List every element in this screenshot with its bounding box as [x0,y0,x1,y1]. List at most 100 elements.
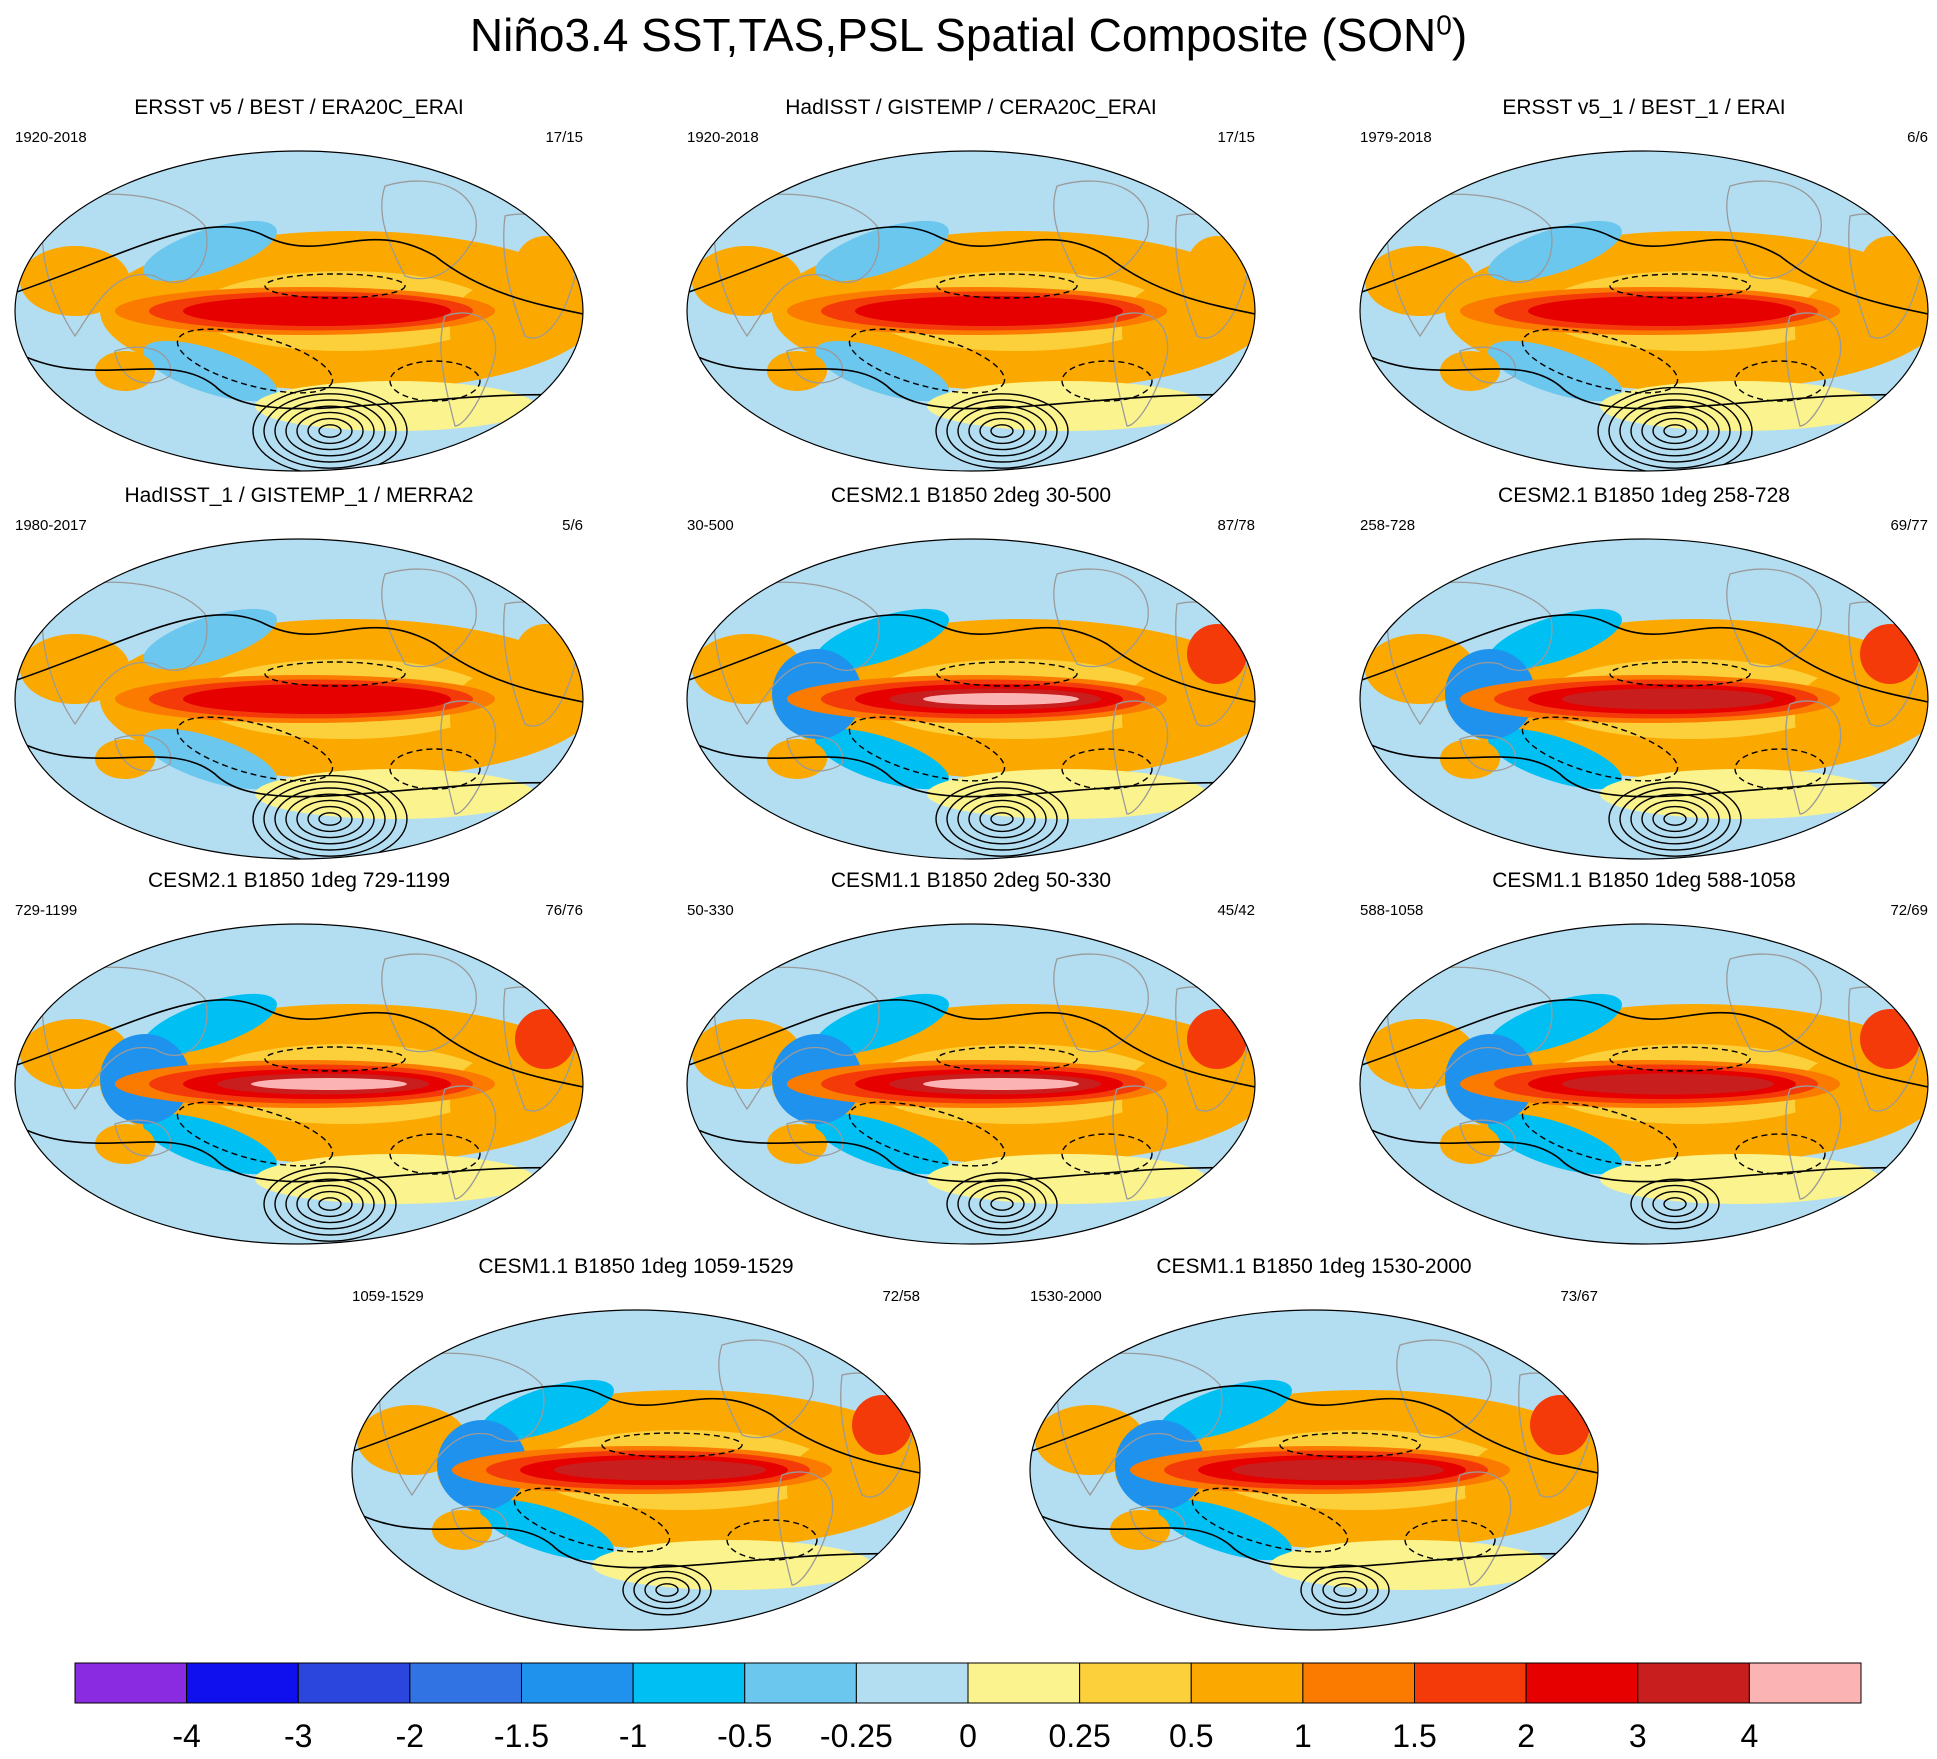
psl-contour [1360,614,1928,705]
anomaly-contour [692,246,802,316]
psl-negative-contour [1061,1133,1153,1175]
anomaly-contour [554,1459,766,1481]
map-field [687,539,1255,859]
psl-contour [15,999,583,1090]
coastline [1112,700,1169,815]
psl-low-ring [990,424,1014,438]
map-plot [351,1309,921,1631]
colorbar-tick-label: 1.5 [1392,1718,1436,1754]
panel-years: 1530-2000 [1030,1288,1102,1305]
anomaly-contour [95,739,155,779]
map-field [1030,1310,1598,1630]
psl-low-ring [622,1564,712,1616]
psl-negative-contour [1061,360,1153,402]
map-plot [14,538,584,860]
psl-negative-contour [936,661,1078,687]
psl-negative-contour [176,716,334,782]
colorbar-swatch [967,1662,1081,1704]
anomaly-contour [1187,236,1247,296]
anomaly-contour [923,1078,1079,1090]
psl-negative-contour [264,661,406,687]
psl-negative-contour [1609,1046,1751,1072]
anomaly-contour [515,236,575,296]
coastline [713,966,880,1111]
psl-low-ring [1652,805,1698,833]
panel-title: CESM2.1 B1850 1deg 729-1199 [148,869,450,892]
psl-low-ring [1641,411,1709,451]
map-panel: CESM1.1 B1850 2deg 50-330 50-330 45/42 [677,869,1265,1249]
colorbar-swatch [1190,1662,1304,1704]
psl-negative-contour [601,1432,743,1458]
coastline [786,1119,844,1157]
anomaly-contour [515,624,575,684]
anomaly-contour [852,1395,912,1455]
psl-low-ring [990,812,1014,826]
coastline [1386,581,1553,726]
panel-years: 1920-2018 [687,129,759,146]
anomaly-contour [143,220,277,282]
psl-low-ring [296,1184,364,1224]
anomaly-contour [1600,1154,1880,1204]
map-field [687,151,1255,471]
psl-low-ring [633,1570,701,1610]
anomaly-contour [1440,1124,1500,1164]
colorbar-tick-label: -0.25 [820,1718,893,1754]
panel-event-count: 73/67 [1560,1288,1598,1305]
psl-low-ring [1641,1184,1709,1224]
anomaly-contour [815,728,949,790]
anomaly-contour [1488,340,1622,402]
psl-contour [1360,226,1928,317]
colorbar-tick-label: 4 [1740,1718,1758,1754]
psl-negative-contour [389,360,481,402]
psl-negative-contour [848,716,1006,782]
psl-low-ring [1300,1564,1390,1616]
anomaly-contour [1187,1009,1247,1069]
anomaly-contour [1110,1510,1170,1550]
colorbar-tick-label: -1 [619,1718,647,1754]
psl-negative-contour [513,1487,671,1553]
psl-low-ring [263,393,397,469]
panel-event-count: 72/69 [1890,902,1928,919]
psl-low-ring [296,799,364,839]
map-panel: ERSST v5_1 / BEST_1 / ERAI 1979-2018 6/6 [1350,96,1937,476]
colorbar-tick-label: 1 [1294,1718,1312,1754]
psl-low-ring [1322,1576,1368,1604]
coastline [1129,1505,1187,1543]
figure-title-close: ) [1451,9,1468,61]
anomaly-contour [1860,236,1920,296]
psl-low-ring [990,1197,1014,1211]
psl-low-ring [957,793,1047,845]
coastline [440,1085,497,1200]
panel-event-count: 45/42 [1217,902,1255,919]
psl-low-ring [968,799,1036,839]
map-panel: ERSST v5 / BEST / ERA20C_ERAI 1920-2018 17… [5,96,593,476]
coastline [1459,346,1517,384]
anomaly-contour [815,1113,949,1175]
colorbar-swatch [1302,1662,1415,1704]
map-plot [686,150,1256,472]
psl-low-ring [1630,1178,1720,1230]
psl-low-ring [285,1178,375,1230]
map-border [1359,150,1929,472]
anomaly-contour [432,1510,492,1550]
map-border [1029,1309,1599,1631]
anomaly-contour [20,246,130,316]
coastline [1726,180,1822,280]
psl-low-ring [1652,1190,1698,1218]
psl-low-ring [957,1178,1047,1230]
map-panel: CESM1.1 B1850 1deg 1059-1529 1059-1529 72/… [342,1255,930,1635]
colorbar-swatch [74,1662,188,1704]
map-panel: CESM2.1 B1850 1deg 729-1199 729-1199 76/76 [5,869,593,1249]
anomaly-contour [183,296,451,326]
coastline [1112,312,1169,427]
coastline [1056,1352,1223,1497]
map-border [351,1309,921,1631]
anomaly-contour [1270,1540,1550,1590]
anomaly-contour [855,296,1123,326]
anomaly-contour [1860,1009,1920,1069]
map-field [15,539,583,859]
colorbar-swatch [297,1662,411,1704]
psl-low-ring [1619,399,1731,463]
psl-contour [1360,999,1928,1090]
psl-negative-contour [1521,1101,1679,1167]
